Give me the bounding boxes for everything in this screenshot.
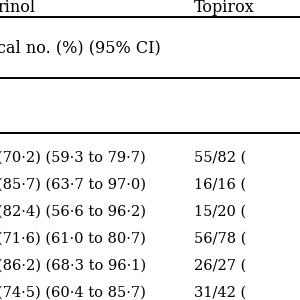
Text: rinol: rinol bbox=[0, 0, 35, 16]
Text: (71·6) (61·0 to 80·7): (71·6) (61·0 to 80·7) bbox=[0, 232, 146, 245]
Text: Topirox: Topirox bbox=[194, 0, 254, 16]
Text: 15/20 (: 15/20 ( bbox=[194, 205, 246, 218]
Text: 31/42 (: 31/42 ( bbox=[194, 286, 246, 299]
Text: (70·2) (59·3 to 79·7): (70·2) (59·3 to 79·7) bbox=[0, 151, 146, 164]
Text: 16/16 (: 16/16 ( bbox=[194, 178, 246, 191]
Text: (74·5) (60·4 to 85·7): (74·5) (60·4 to 85·7) bbox=[0, 286, 146, 299]
Text: 56/78 (: 56/78 ( bbox=[194, 232, 246, 245]
Text: 26/27 (: 26/27 ( bbox=[194, 259, 246, 272]
Text: (85·7) (63·7 to 97·0): (85·7) (63·7 to 97·0) bbox=[0, 178, 146, 191]
Text: (82·4) (56·6 to 96·2): (82·4) (56·6 to 96·2) bbox=[0, 205, 146, 218]
Text: 55/82 (: 55/82 ( bbox=[194, 151, 246, 164]
Text: cal no. (%) (95% CI): cal no. (%) (95% CI) bbox=[0, 40, 161, 56]
Text: (86·2) (68·3 to 96·1): (86·2) (68·3 to 96·1) bbox=[0, 259, 146, 272]
